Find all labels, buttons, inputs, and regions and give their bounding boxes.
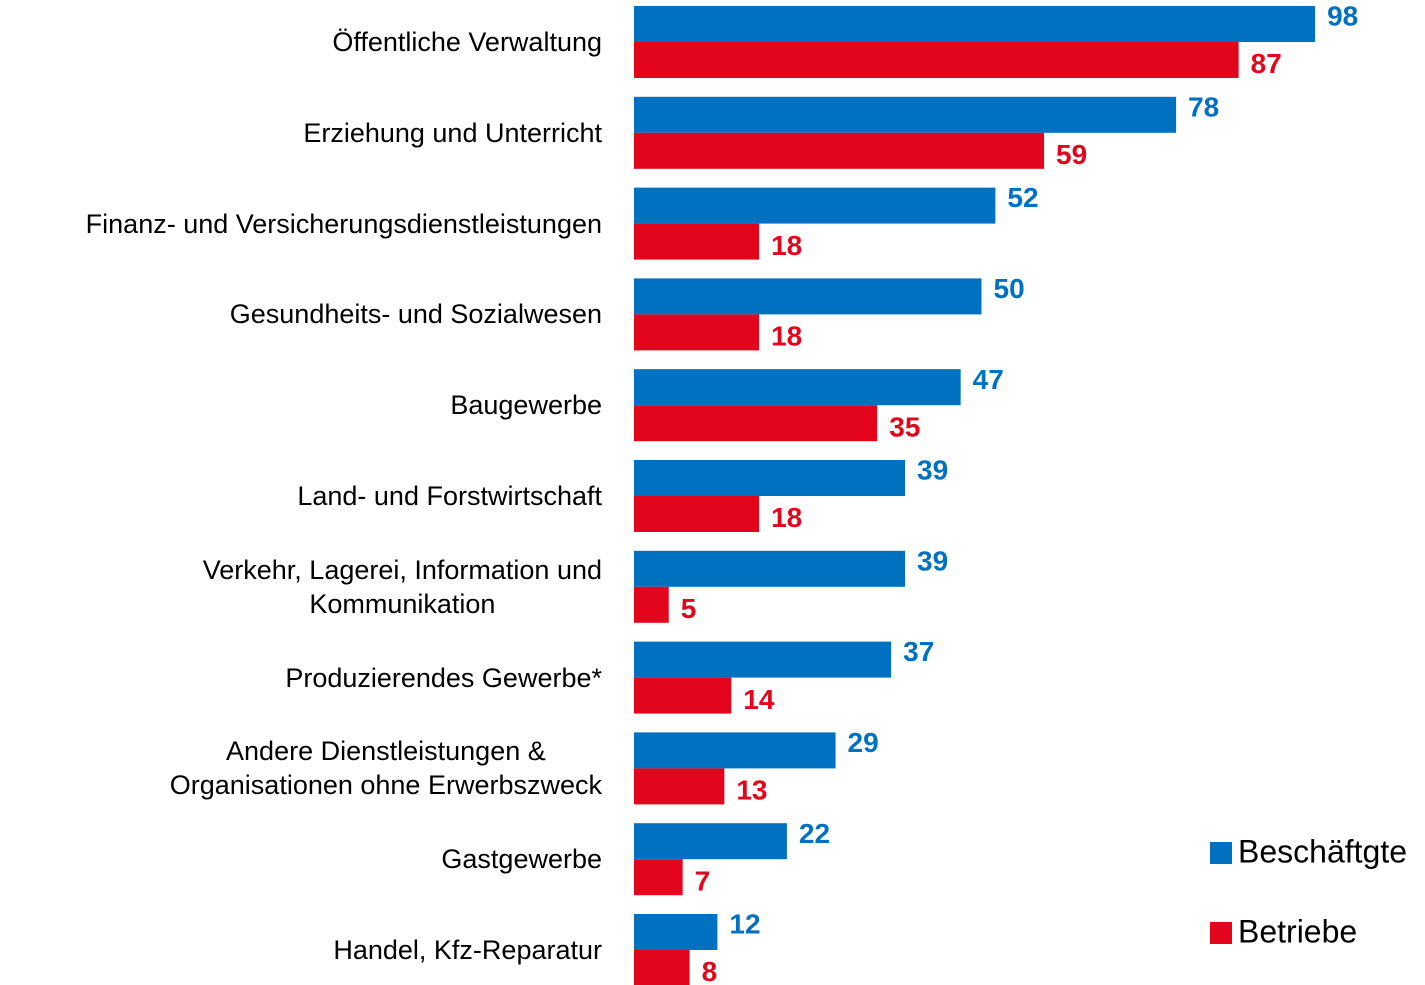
bar [634, 859, 683, 896]
value-label: 22 [799, 818, 830, 849]
value-label: 39 [917, 455, 948, 486]
value-label: 47 [973, 364, 1004, 395]
bar [634, 369, 961, 406]
bar [634, 42, 1239, 78]
category-label: Öffentliche Verwaltung [332, 27, 602, 57]
value-label: 5 [681, 593, 697, 624]
legend-label: Betriebe [1238, 913, 1357, 949]
value-label: 18 [771, 230, 802, 261]
value-label: 18 [771, 502, 802, 533]
value-label: 50 [994, 273, 1025, 304]
bar [634, 768, 725, 805]
legend-label: Beschäftgte [1238, 833, 1407, 869]
bar [634, 405, 878, 442]
value-label: 8 [702, 956, 718, 985]
bar [634, 460, 906, 496]
bar [634, 314, 760, 351]
value-label: 13 [736, 775, 767, 806]
value-label: 87 [1251, 48, 1282, 79]
value-label: 29 [848, 727, 879, 758]
value-label: 7 [695, 865, 711, 896]
category-label: Handel, Kfz-Reparatur [333, 935, 602, 965]
category-label: Finanz- und Versicherungsdienstleistunge… [85, 208, 602, 239]
value-label: 35 [889, 411, 920, 442]
value-label: 12 [729, 909, 760, 940]
value-label: 78 [1188, 91, 1219, 122]
legend-swatch [1210, 842, 1232, 864]
bar [634, 641, 892, 678]
bar [634, 187, 996, 224]
value-label: 98 [1327, 1, 1358, 32]
value-label: 37 [903, 636, 934, 667]
bar [634, 732, 836, 769]
category-label: Land- und Forstwirtschaft [297, 481, 602, 511]
legend-swatch [1210, 922, 1232, 944]
bar [634, 278, 982, 315]
category-label: Erziehung und Unterricht [303, 117, 602, 148]
bar [634, 223, 760, 260]
category-label: Verkehr, Lagerei, Information und Kommun… [202, 554, 602, 619]
category-label: Andere Dienstleistungen & Organisationen… [169, 736, 602, 801]
value-label: 39 [917, 545, 948, 576]
value-label: 52 [1007, 182, 1038, 213]
bar [634, 586, 669, 623]
category-label: Produzierendes Gewerbe* [285, 662, 602, 693]
value-label: 14 [743, 684, 775, 715]
bar [634, 550, 906, 587]
bar [634, 677, 732, 714]
category-label: Gastgewerbe [441, 844, 602, 875]
bar [634, 6, 1316, 42]
value-label: 59 [1056, 139, 1087, 170]
bar [634, 914, 718, 950]
bar [634, 96, 1177, 133]
bar [634, 823, 787, 860]
category-label: Gesundheits- und Sozialwesen [229, 299, 602, 330]
bar [634, 132, 1045, 169]
bar [634, 950, 690, 985]
category-label: Baugewerbe [450, 390, 602, 421]
bar [634, 496, 760, 532]
value-label: 18 [771, 321, 802, 352]
